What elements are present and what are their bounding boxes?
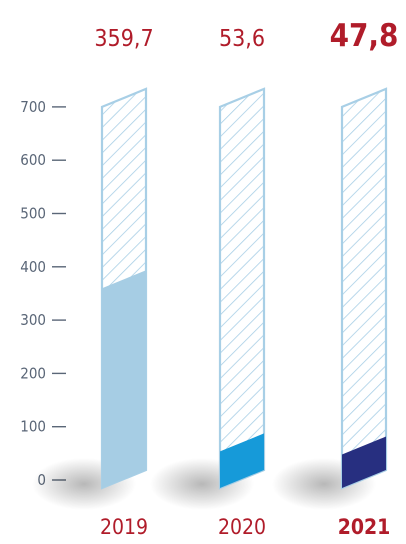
bar-value-fill (220, 433, 264, 488)
y-tick-label: 400 (20, 258, 46, 276)
bar-value-fill (342, 436, 386, 488)
bar-capacity-hatch (220, 88, 264, 489)
data-label-value: 359,7 (94, 26, 153, 52)
bar-value-fill (102, 270, 146, 488)
y-tick-label: 100 (20, 418, 46, 436)
x-category-label: 2019 (100, 515, 148, 539)
bar-group-2020 (150, 87, 266, 510)
data-label-value: 53,6 (219, 26, 265, 52)
y-tick-label: 700 (20, 98, 46, 116)
bar-group-2021 (272, 87, 388, 510)
y-tick-label: 300 (20, 311, 46, 329)
y-axis: 0100200300400500600700 (20, 98, 66, 489)
labels: 359,7 2019 53,6 2020 47,8 2021 (94, 18, 398, 539)
x-category-label: 2021 (338, 515, 391, 539)
data-label-value: 47,8 (330, 18, 399, 54)
y-tick-label: 200 (20, 364, 46, 382)
y-tick-label: 600 (20, 151, 46, 169)
bar-group-2019 (32, 87, 148, 510)
x-category-label: 2020 (218, 515, 266, 539)
y-tick-label: 500 (20, 205, 46, 223)
bar-capacity-hatch (342, 88, 386, 489)
bars (32, 87, 388, 510)
